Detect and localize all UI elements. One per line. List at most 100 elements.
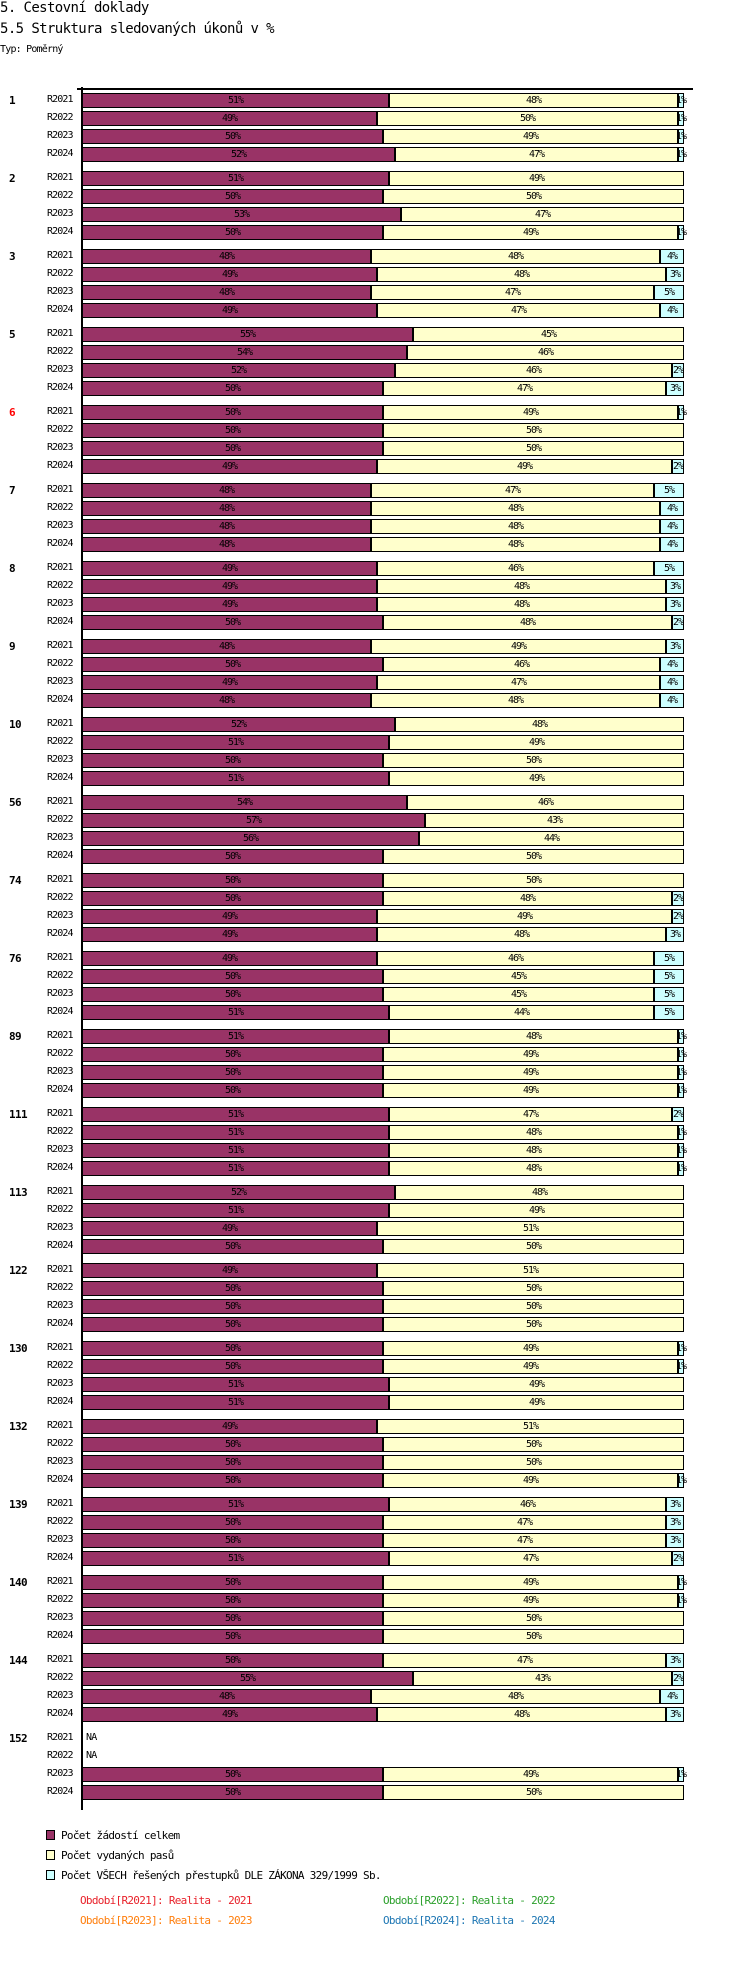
bar-row: 50% 49% 1%: [82, 405, 687, 420]
bar-segment-pasy: 48%: [377, 597, 666, 612]
bar-value-label: 3%: [669, 1709, 681, 1720]
period-label: R2024: [47, 1474, 73, 1485]
bar-segment-pasy: 44%: [389, 1005, 654, 1020]
bar-segment-zadosti: 51%: [82, 1125, 389, 1140]
period-label: R2023: [47, 1222, 73, 1233]
bar-value-label: 49%: [221, 1709, 238, 1720]
bar-value-label: 50%: [224, 659, 241, 670]
bar-row: 51% 48% 1%: [82, 1029, 687, 1044]
bar-segment-pasy: 49%: [383, 1473, 678, 1488]
period-label: R2021: [47, 640, 73, 651]
bar-segment-prestupky: 5%: [654, 561, 684, 576]
legend-item-pasy: Počet vydaných pasů: [46, 1849, 174, 1862]
bar-segment-pasy: 50%: [383, 1317, 684, 1332]
bar-segment-prestupky: 3%: [666, 579, 684, 594]
bar-value-label: 2%: [672, 617, 684, 628]
bar-value-label: 3%: [669, 641, 681, 652]
bar-value-label: 50%: [224, 1319, 241, 1330]
period-label: R2021: [47, 952, 73, 963]
bar-segment-zadosti: 50%: [82, 1515, 383, 1530]
bar-segment-zadosti: 51%: [82, 1029, 389, 1044]
bar-segment-pasy: 49%: [383, 1047, 678, 1062]
bar-value-label: 49%: [528, 737, 545, 748]
period-label: R2021: [47, 406, 73, 417]
bar-segment-prestupky: 2%: [672, 1671, 684, 1686]
period-label: R2022: [47, 814, 73, 825]
bar-value-label: 47%: [516, 1655, 533, 1666]
period-label: R2024: [47, 1552, 73, 1563]
bar-value-label: 51%: [227, 1127, 244, 1138]
group-label: 76: [9, 952, 22, 965]
bar-value-label: 1%: [675, 1577, 687, 1588]
bar-segment-prestupky: 4%: [660, 1689, 684, 1704]
group-label: 3: [9, 250, 16, 263]
bar-segment-pasy: 48%: [389, 1161, 678, 1176]
bar-segment-zadosti: 50%: [82, 225, 383, 240]
bar-segment-zadosti: 50%: [82, 1341, 383, 1356]
period-label: R2021: [47, 484, 73, 495]
bar-value-label: 50%: [224, 383, 241, 394]
bar-segment-pasy: 48%: [389, 1143, 678, 1158]
bar-row: 49% 48% 3%: [82, 597, 684, 612]
bar-value-label: 4%: [666, 251, 678, 262]
bar-segment-prestupky: 1%: [676, 1767, 687, 1782]
bar-row: 48% 48% 4%: [82, 519, 684, 534]
bar-segment-zadosti: 48%: [82, 483, 371, 498]
bar-value-label: 49%: [221, 1421, 238, 1432]
bar-value-label: 49%: [221, 269, 238, 280]
period-label: R2024: [47, 1630, 73, 1641]
bar-segment-pasy: 47%: [383, 381, 666, 396]
chart-title: 5.5 Struktura sledovaných úkonů v %: [0, 21, 275, 37]
bar-row: 50% 49% 1%: [82, 1575, 687, 1590]
bar-value-label: 48%: [519, 617, 536, 628]
bar-row: 55% 43% 2%: [82, 1671, 684, 1686]
bar-row: 51% 49%: [82, 1377, 684, 1392]
bar-value-label: 3%: [669, 599, 681, 610]
bar-value-label: 49%: [522, 131, 539, 142]
period-label: R2023: [47, 1066, 73, 1077]
bar-segment-zadosti: 50%: [82, 1299, 383, 1314]
bar-segment-pasy: 50%: [383, 1239, 684, 1254]
bar-value-label: 1%: [675, 149, 687, 160]
bar-value-label: 49%: [522, 1475, 539, 1486]
bar-segment-zadosti: 50%: [82, 873, 383, 888]
bar-value-label: 48%: [218, 251, 235, 262]
bar-segment-prestupky: 3%: [666, 1497, 684, 1512]
bar-segment-prestupky: 1%: [676, 1341, 687, 1356]
bar-value-label: 2%: [672, 1673, 684, 1684]
bar-value-label: 3%: [669, 581, 681, 592]
bar-segment-zadosti: 48%: [82, 501, 371, 516]
bar-value-label: 50%: [224, 1613, 241, 1624]
bar-value-label: 51%: [522, 1421, 539, 1432]
bar-segment-pasy: 49%: [383, 1575, 678, 1590]
bar-value-label: 3%: [669, 929, 681, 940]
bar-row: 49% 49% 2%: [82, 909, 684, 924]
legend-label: Počet žádostí celkem: [61, 1829, 180, 1842]
bar-segment-pasy: 47%: [401, 207, 684, 222]
bar-segment-zadosti: 49%: [82, 1419, 377, 1434]
legend-swatch: [46, 1830, 55, 1840]
bar-value-label: 47%: [528, 149, 545, 160]
bar-value-label: 47%: [522, 1553, 539, 1564]
bar-value-label: 49%: [221, 911, 238, 922]
bar-value-label: 50%: [525, 1241, 542, 1252]
bar-row: 50% 50%: [82, 753, 684, 768]
chart-type-label: Typ: Poměrný: [0, 44, 63, 55]
bar-value-label: 4%: [666, 521, 678, 532]
group-label: 152: [9, 1732, 28, 1745]
bar-value-label: 48%: [513, 581, 530, 592]
bar-segment-prestupky: 3%: [666, 597, 684, 612]
bar-segment-zadosti: 49%: [82, 951, 377, 966]
period-label: R2023: [47, 676, 73, 687]
period-label: R2023: [47, 1612, 73, 1623]
bar-value-label: 4%: [666, 677, 678, 688]
bar-value-label: 1%: [675, 1475, 687, 1486]
bar-segment-zadosti: 54%: [82, 345, 407, 360]
bar-segment-zadosti: 51%: [82, 1161, 389, 1176]
period-label: R2023: [47, 286, 73, 297]
bar-value-label: 57%: [245, 815, 262, 826]
bar-segment-pasy: 50%: [383, 423, 684, 438]
bar-value-label: 48%: [531, 1187, 548, 1198]
bar-segment-prestupky: 4%: [660, 693, 684, 708]
bar-row: 55% 45%: [82, 327, 684, 342]
